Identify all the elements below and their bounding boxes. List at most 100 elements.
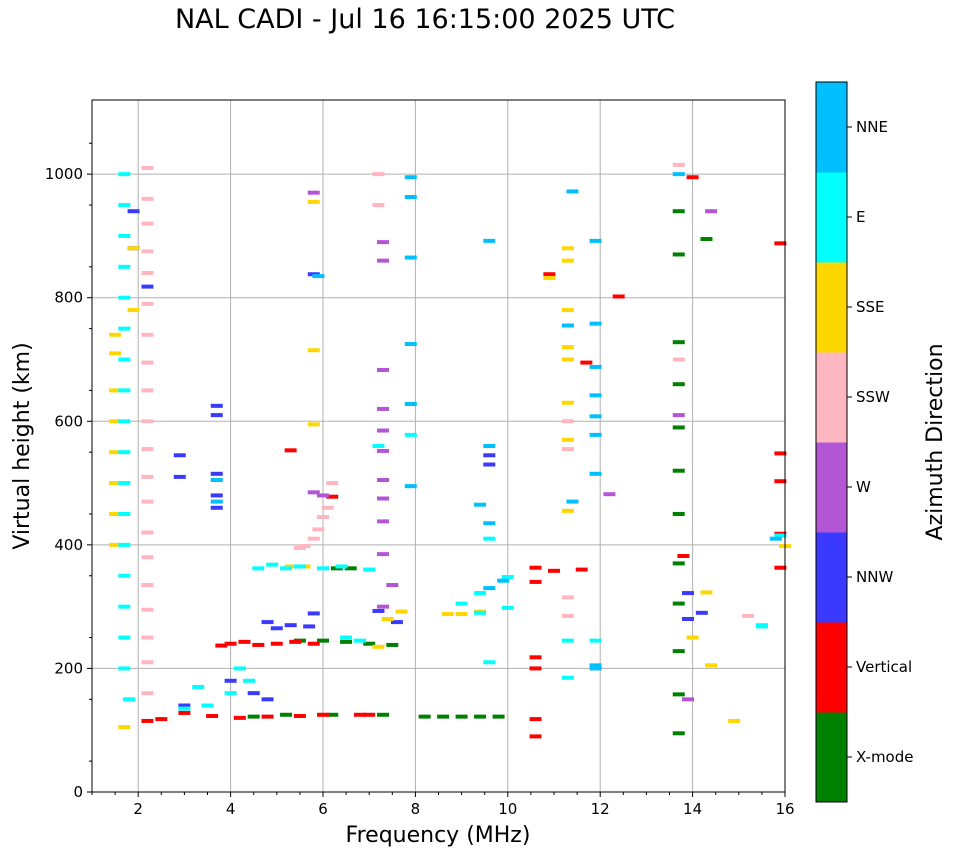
data-point [141,360,154,365]
data-point [312,274,325,279]
data-point [141,555,154,560]
data-point [774,451,787,456]
data-point [210,471,223,476]
data-point [252,566,265,571]
data-point [141,499,154,504]
data-point [418,714,431,719]
data-point [386,583,399,588]
data-point [141,284,154,289]
data-point [377,604,390,609]
data-point [109,419,122,424]
data-point [501,574,514,579]
data-point [233,715,246,720]
data-point [774,479,787,484]
data-point [307,536,320,541]
data-point [247,714,260,719]
data-point [728,718,741,723]
data-point [372,608,385,613]
data-point [178,706,191,711]
data-point [742,613,755,618]
data-point [769,536,782,541]
data-point [672,511,685,516]
data-point [340,639,353,644]
data-point [210,403,223,408]
data-point [118,481,131,486]
colorbar-tick-label: NNW [856,568,893,586]
data-point [173,453,186,458]
data-point [224,691,237,696]
data-point [404,484,417,489]
data-point [284,623,297,628]
data-point [363,567,376,572]
data-point [109,332,122,337]
data-point [548,568,560,573]
series-w [307,190,718,702]
data-point [589,364,602,369]
data-point [307,490,320,495]
data-point [307,422,320,427]
data-point [474,502,487,507]
data-point [390,620,403,625]
y-axis-label: Virtual height (km) [10,342,35,549]
data-point [141,165,154,170]
data-point [289,639,302,644]
data-point [252,642,265,647]
data-point [497,578,510,583]
data-point [561,308,574,313]
data-point [501,605,514,610]
data-point [483,521,496,526]
colorbar: X-mode Vertical NNW W SSW SSE E NNE [815,81,913,803]
data-point [483,444,496,448]
data-point [141,249,154,254]
data-point [492,714,505,719]
data-point [118,264,131,269]
data-point [178,710,191,715]
data-point [317,712,329,717]
data-point [377,428,390,433]
data-point [372,172,385,177]
data-point [141,221,154,226]
colorbar-swatch [816,82,847,173]
colorbar-swatch [816,262,847,353]
x-tick-label: 4 [226,800,236,818]
data-point [118,295,131,300]
data-point [529,666,542,671]
data-point [141,691,154,696]
grid-layer [92,100,785,792]
data-point [118,419,131,424]
data-point [672,357,685,362]
data-point [561,447,574,452]
x-tick-label: 16 [775,800,794,818]
data-point [700,237,713,242]
data-point [561,638,574,643]
data-point [118,357,131,362]
data-point [404,175,417,180]
data-point [210,493,223,498]
data-point [307,199,320,204]
data-point [455,601,468,606]
data-layer [109,162,791,739]
data-point [312,527,325,532]
data-point [321,505,334,510]
data-point [178,703,191,708]
data-point [141,660,154,665]
data-point [575,567,588,572]
data-point [561,437,574,442]
y-tick-label: 1000 [45,165,83,183]
data-point [561,246,574,251]
colorbar-tick-label: X-mode [856,748,913,766]
data-point [261,697,274,702]
data-point [705,663,718,668]
data-point [589,663,602,668]
data-point [686,175,699,180]
data-point [672,340,685,345]
series-nne [210,172,782,671]
data-point [377,712,390,717]
data-point [210,499,223,504]
data-point [109,388,122,393]
data-point [483,586,496,591]
data-point [561,613,574,618]
data-point [141,583,154,588]
data-point [284,448,297,453]
